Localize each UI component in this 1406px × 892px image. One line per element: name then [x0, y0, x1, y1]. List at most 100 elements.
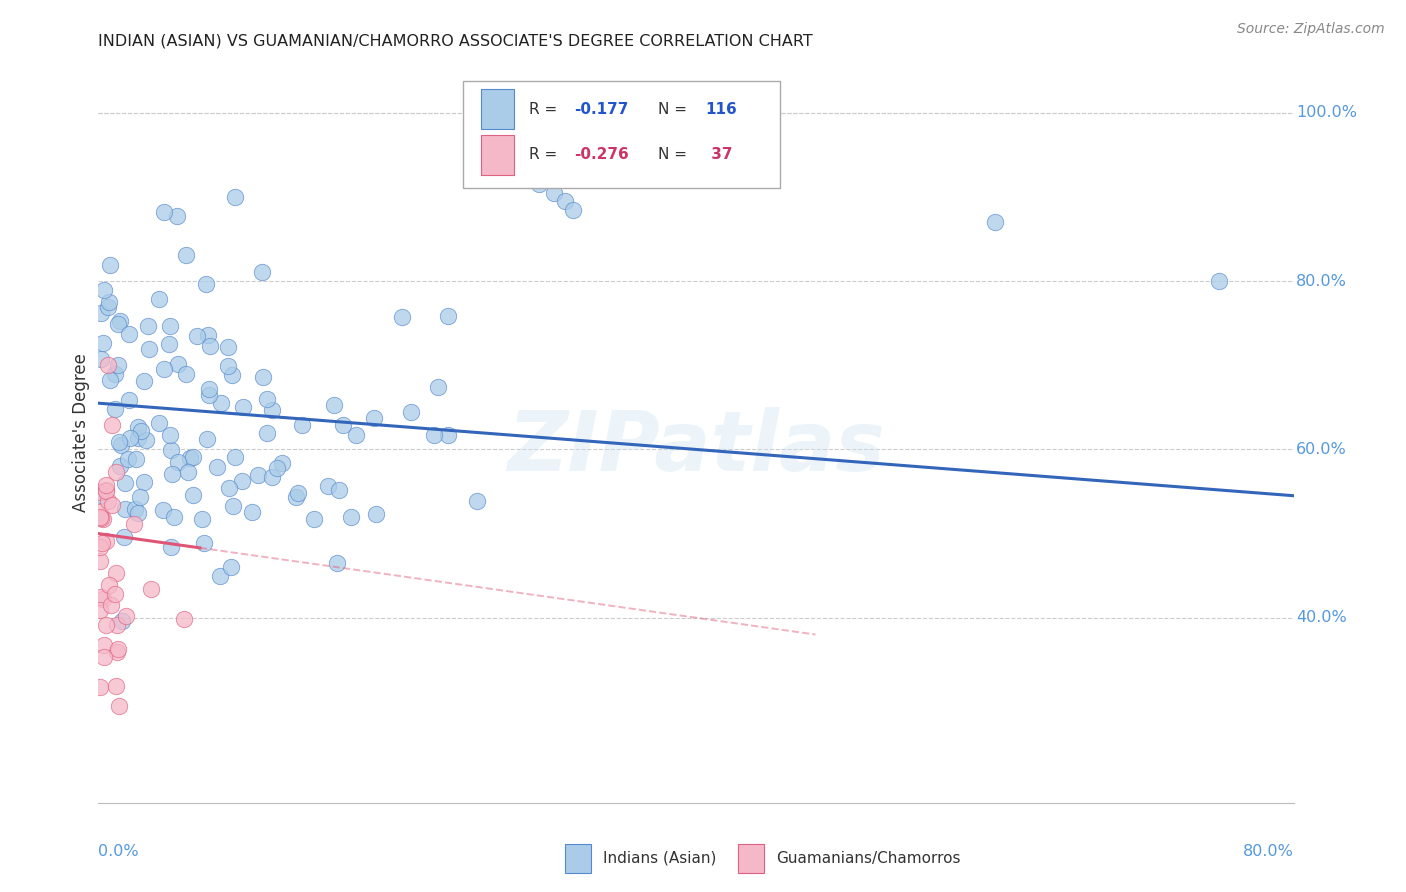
Point	[148, 292, 170, 306]
Point	[163, 509, 186, 524]
Point	[157, 337, 180, 351]
Text: 60.0%: 60.0%	[1296, 442, 1347, 457]
Point	[166, 210, 188, 224]
Point	[90, 488, 112, 502]
Text: Guamanians/Chamorros: Guamanians/Chamorros	[776, 851, 960, 866]
Point	[562, 202, 585, 217]
Point	[363, 411, 385, 425]
Point	[167, 454, 190, 468]
Text: ZIPatlas: ZIPatlas	[508, 407, 884, 488]
Point	[217, 341, 239, 355]
Point	[90, 510, 112, 524]
Point	[287, 486, 309, 500]
Point	[136, 319, 159, 334]
Point	[186, 328, 208, 343]
Point	[89, 554, 111, 568]
Text: 116: 116	[706, 102, 737, 117]
Point	[94, 483, 117, 498]
Bar	[738, 844, 763, 873]
Point	[1208, 274, 1230, 288]
Text: N =: N =	[658, 102, 692, 117]
Point	[290, 417, 312, 432]
Text: INDIAN (ASIAN) VS GUAMANIAN/CHAMORRO ASSOCIATE'S DEGREE CORRELATION CHART: INDIAN (ASIAN) VS GUAMANIAN/CHAMORRO ASS…	[98, 34, 813, 49]
Point	[118, 392, 141, 407]
Point	[152, 503, 174, 517]
Point	[127, 420, 149, 434]
Point	[135, 434, 157, 448]
Point	[197, 327, 219, 342]
Point	[94, 534, 117, 549]
Point	[284, 490, 307, 504]
Point	[401, 405, 423, 419]
Point	[332, 417, 354, 432]
Point	[114, 501, 136, 516]
Point	[93, 650, 115, 665]
Point	[98, 294, 121, 309]
Point	[94, 478, 117, 492]
Point	[176, 465, 198, 479]
Point	[122, 516, 145, 531]
Point	[124, 502, 146, 516]
Text: Indians (Asian): Indians (Asian)	[603, 851, 716, 866]
Point	[197, 432, 219, 446]
Point	[222, 499, 245, 513]
Point	[108, 698, 131, 713]
Point	[174, 248, 197, 262]
Point	[97, 494, 120, 508]
Point	[105, 645, 128, 659]
Point	[138, 342, 160, 356]
Point	[218, 481, 240, 495]
Point	[198, 339, 221, 353]
Point	[89, 681, 111, 695]
Point	[111, 614, 134, 628]
Point	[132, 475, 155, 489]
Point	[89, 603, 111, 617]
Text: 0.0%: 0.0%	[98, 844, 139, 858]
Bar	[565, 844, 591, 873]
Point	[89, 540, 111, 554]
Point	[104, 465, 127, 479]
Point	[97, 300, 120, 314]
Point	[181, 488, 204, 502]
Point	[110, 437, 132, 451]
Text: 37: 37	[706, 147, 733, 162]
Point	[217, 359, 239, 374]
Point	[302, 512, 325, 526]
Text: N =: N =	[658, 147, 692, 162]
Point	[543, 186, 565, 200]
Point	[118, 327, 141, 342]
Text: -0.276: -0.276	[574, 147, 628, 162]
Point	[323, 398, 346, 412]
Text: R =: R =	[529, 147, 562, 162]
Point	[89, 510, 111, 524]
Point	[205, 459, 228, 474]
Point	[198, 382, 221, 396]
Point	[232, 400, 254, 414]
Point	[190, 511, 212, 525]
Point	[100, 418, 122, 433]
Point	[105, 679, 128, 693]
Point	[105, 566, 128, 580]
Point	[219, 559, 242, 574]
Point	[114, 475, 136, 490]
Point	[527, 178, 550, 192]
Point	[250, 265, 273, 279]
Text: R =: R =	[529, 102, 562, 117]
Point	[262, 403, 284, 417]
Point	[129, 425, 152, 439]
Point	[97, 359, 120, 373]
Point	[93, 283, 115, 297]
Point	[159, 540, 181, 554]
Point	[160, 442, 183, 457]
Point	[89, 505, 111, 519]
Point	[270, 456, 292, 470]
Point	[94, 617, 117, 632]
Point	[554, 194, 576, 209]
Point	[91, 335, 114, 350]
Point	[179, 450, 201, 465]
Point	[436, 309, 458, 323]
FancyBboxPatch shape	[463, 81, 780, 188]
Text: -0.177: -0.177	[574, 102, 628, 117]
Point	[107, 641, 129, 656]
Point	[160, 467, 183, 482]
